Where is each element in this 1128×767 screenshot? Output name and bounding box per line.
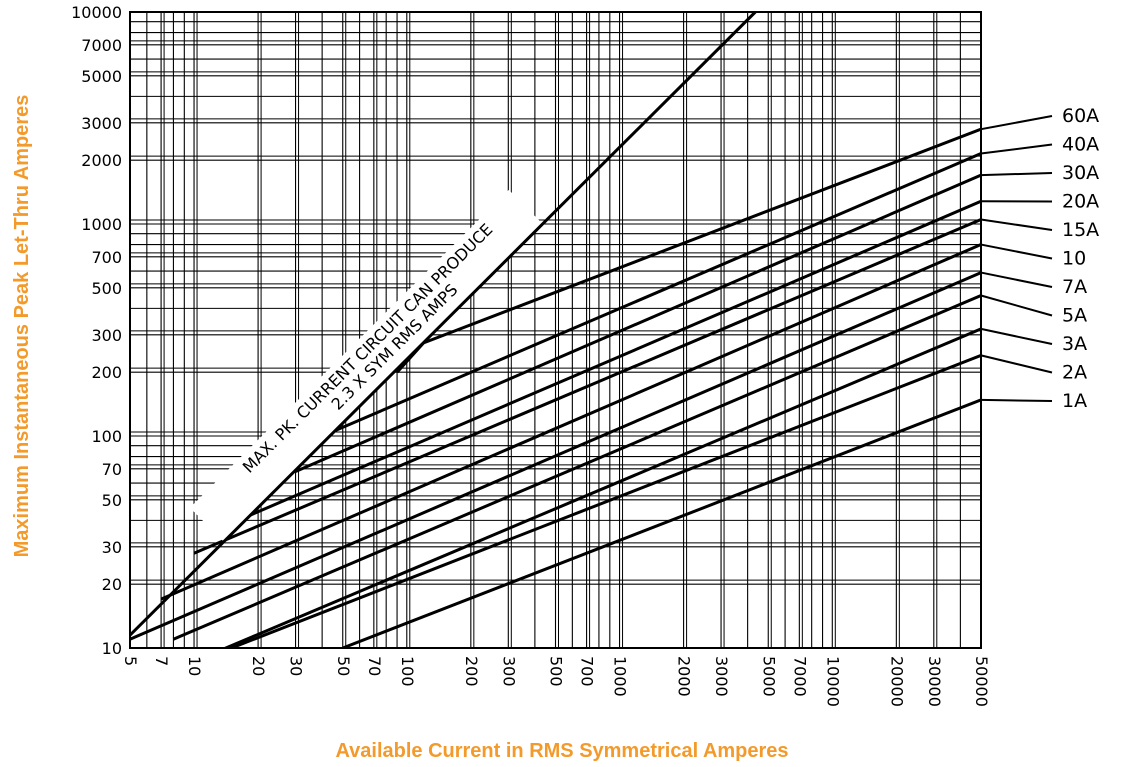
x-tick-label: 7000 [790, 656, 809, 697]
y-tick-label: 3000 [81, 114, 122, 133]
y-axis-title: Maximum Instantaneous Peak Let-Thru Ampe… [11, 95, 33, 558]
x-tick-label: 5 [121, 656, 140, 666]
y-tick-label: 50 [102, 491, 122, 510]
series-leader-15A [980, 218, 1053, 231]
y-tick-label: 20 [102, 575, 122, 594]
series-line-7A [130, 271, 981, 641]
series-leader-7A [980, 271, 1053, 288]
x-axis-ticks: 5 7 10 20 30 50 70 100 200 300 500 700 1000 2000 3000 5… [121, 656, 991, 707]
series-label-30A: 30A [1062, 162, 1099, 184]
series-label-2A: 2A [1062, 362, 1087, 384]
series-clip [130, 127, 981, 648]
x-tick-label: 20000 [887, 656, 906, 707]
grid [129, 11, 982, 649]
series-leader-3A [980, 327, 1053, 345]
series-line-15A [193, 218, 981, 555]
x-axis-title: Available Current in RMS Symmetrical Amp… [335, 740, 788, 762]
x-tick-label: 10 [185, 656, 204, 676]
series-label-15A: 15A [1062, 219, 1099, 241]
y-tick-label: 100 [91, 427, 122, 446]
y-tick-label: 1000 [81, 215, 122, 234]
series-line-20A [247, 199, 981, 518]
y-tick-label: 200 [91, 363, 122, 382]
x-tick-label: 1000 [611, 656, 630, 697]
series-line-5A [172, 294, 981, 641]
x-tick-label: 7 [152, 656, 171, 666]
y-tick-label: 30 [102, 538, 122, 557]
x-tick-label: 30000 [925, 656, 944, 707]
x-tick-label: 5000 [759, 656, 778, 697]
max-peak-annotation: MAX. PK. CURRENT CIRCUIT CAN PRODUCE2.3 … [128, 10, 757, 637]
series-leader-1A [980, 398, 1053, 402]
y-tick-label: 500 [91, 279, 122, 298]
annotation-line2: 2.3 X SYM RMS AMPS [327, 280, 461, 414]
series-labels: 60A 40A 30A 20A 15A 10 7A 5A 3A 2A 1A [980, 105, 1099, 412]
y-tick-label: 7000 [81, 36, 122, 55]
series-label-7A: 7A [1062, 276, 1087, 298]
x-tick-label: 20 [249, 656, 268, 676]
series-label-40A: 40A [1062, 134, 1099, 156]
series-label-1A: 1A [1062, 390, 1087, 412]
x-tick-label: 50000 [972, 656, 991, 707]
series-leader-40A [980, 143, 1053, 155]
series-leader-10 [980, 243, 1053, 260]
x-tick-label: 50 [334, 656, 353, 676]
y-tick-label: 10000 [71, 3, 122, 22]
y-tick-label: 10 [102, 639, 122, 658]
y-tick-label: 2000 [81, 151, 122, 170]
series-label-60A: 60A [1062, 105, 1099, 127]
y-tick-label: 70 [102, 460, 122, 479]
series-label-3A: 3A [1062, 333, 1087, 355]
series-lines [130, 127, 981, 648]
series-line-1A [342, 398, 981, 648]
x-tick-label: 70 [365, 656, 384, 676]
x-tick-label: 700 [578, 656, 597, 687]
x-tick-label: 200 [462, 656, 481, 687]
series-line-2A [230, 354, 981, 648]
x-tick-label: 500 [547, 656, 566, 687]
x-tick-label: 2000 [675, 656, 694, 697]
max-peak-line [128, 10, 757, 637]
series-leader-2A [980, 354, 1053, 374]
y-axis-ticks: 10 20 30 50 70 100 200 300 500 700 1000 2000 3000 500… [71, 3, 122, 658]
series-label-20A: 20A [1062, 191, 1099, 213]
y-tick-label: 300 [91, 326, 122, 345]
series-leader-30A [980, 172, 1053, 177]
x-tick-label: 300 [499, 656, 518, 687]
series-label-10: 10 [1062, 248, 1086, 270]
series-line-3A [222, 327, 981, 648]
y-tick-label: 700 [91, 248, 122, 267]
x-tick-label: 10000 [823, 656, 842, 707]
y-tick-label: 5000 [81, 67, 122, 86]
series-line-40A [332, 152, 981, 433]
series-leader-60A [980, 115, 1053, 131]
x-tick-label: 3000 [712, 656, 731, 697]
x-tick-label: 100 [398, 656, 417, 687]
series-line-10 [160, 243, 981, 601]
x-tick-label: 30 [287, 656, 306, 676]
annotation-band [189, 189, 543, 542]
series-line-30A [295, 173, 981, 473]
series-label-5A: 5A [1062, 305, 1087, 327]
series-leader-5A [980, 294, 1053, 317]
annotation-line1: MAX. PK. CURRENT CIRCUIT CAN PRODUCE [239, 220, 497, 477]
